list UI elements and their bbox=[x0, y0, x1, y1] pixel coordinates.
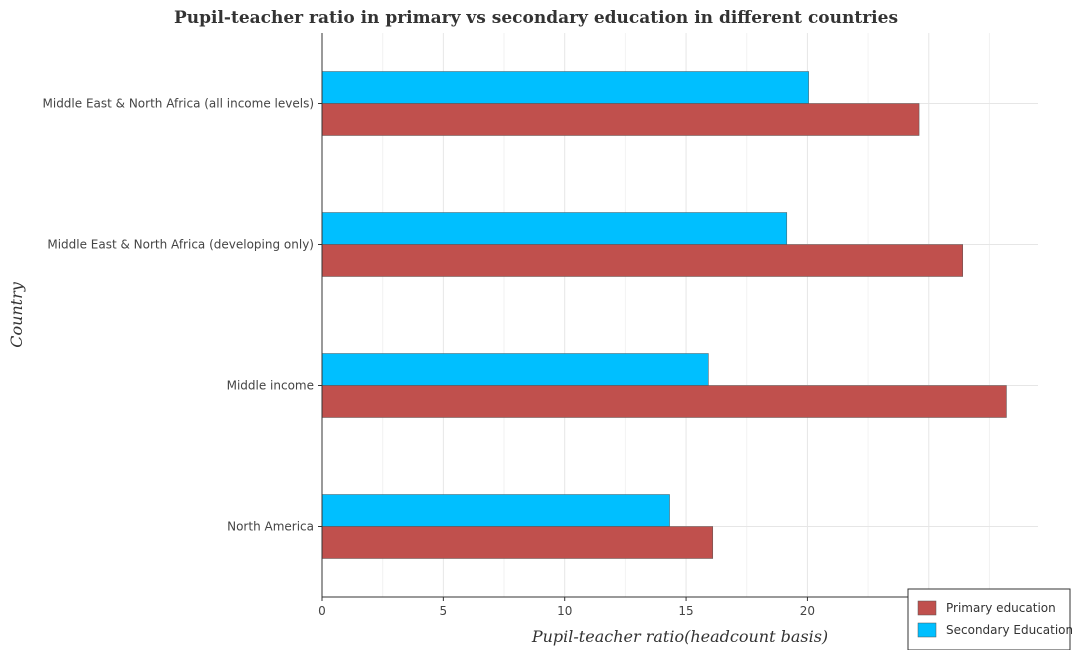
y-tick-label: Middle East & North Africa (all income l… bbox=[43, 97, 315, 111]
bar-primary-education bbox=[321, 244, 964, 277]
legend-swatch bbox=[917, 622, 937, 638]
bar-secondary-education bbox=[321, 353, 709, 386]
y-tick-label: Middle income bbox=[227, 379, 314, 393]
x-axis-title: Pupil-teacher ratio(headcount basis) bbox=[531, 627, 828, 646]
bar-secondary-education bbox=[321, 212, 788, 245]
y-tick-label: North America bbox=[227, 520, 314, 534]
legend-label: Secondary Education bbox=[946, 623, 1072, 637]
tick-labels: Middle East & North Africa (all income l… bbox=[43, 97, 937, 619]
bar-primary-education bbox=[321, 385, 1007, 418]
chart-title: Pupil-teacher ratio in primary vs second… bbox=[173, 8, 899, 28]
x-tick-label: 15 bbox=[678, 604, 693, 618]
legend-swatch bbox=[917, 600, 937, 616]
x-tick-label: 0 bbox=[318, 604, 326, 618]
y-tick-label: Middle East & North Africa (developing o… bbox=[47, 238, 314, 252]
legend-box bbox=[907, 588, 1071, 650]
x-tick-label: 5 bbox=[440, 604, 448, 618]
bar-secondary-education bbox=[321, 494, 670, 527]
bars bbox=[321, 71, 1007, 559]
bar-secondary-education bbox=[321, 71, 809, 104]
legend-label: Primary education bbox=[946, 601, 1056, 615]
bar-primary-education bbox=[321, 526, 714, 559]
y-axis-title: Country bbox=[7, 281, 26, 348]
legend: Primary education Secondary Education bbox=[907, 588, 1072, 650]
x-tick-label: 10 bbox=[557, 604, 572, 618]
x-tick-label: 20 bbox=[800, 604, 815, 618]
bar-primary-education bbox=[321, 103, 920, 136]
